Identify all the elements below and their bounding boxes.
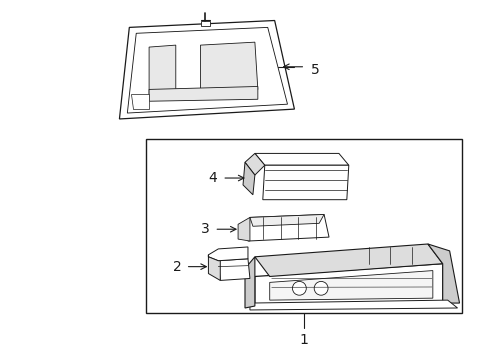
Polygon shape: [131, 94, 149, 109]
Polygon shape: [427, 244, 459, 303]
Polygon shape: [149, 45, 175, 94]
Polygon shape: [244, 153, 264, 175]
Polygon shape: [254, 264, 442, 306]
Polygon shape: [269, 271, 432, 300]
Polygon shape: [218, 259, 249, 280]
Polygon shape: [254, 153, 348, 165]
Polygon shape: [200, 42, 257, 91]
Polygon shape: [247, 215, 328, 241]
Text: 2: 2: [172, 260, 181, 274]
Polygon shape: [249, 300, 457, 310]
Circle shape: [314, 282, 327, 295]
Polygon shape: [127, 27, 287, 113]
Polygon shape: [243, 162, 254, 195]
Text: 1: 1: [299, 333, 308, 346]
Text: 4: 4: [208, 171, 217, 185]
Polygon shape: [208, 255, 220, 280]
Polygon shape: [146, 139, 462, 313]
Polygon shape: [208, 247, 247, 261]
Polygon shape: [244, 257, 254, 308]
Polygon shape: [262, 165, 348, 200]
Text: 3: 3: [200, 222, 209, 236]
Polygon shape: [200, 21, 210, 26]
Polygon shape: [249, 215, 324, 226]
Polygon shape: [149, 86, 257, 101]
Polygon shape: [238, 217, 249, 241]
Circle shape: [292, 282, 305, 295]
Polygon shape: [254, 244, 442, 276]
Polygon shape: [119, 21, 294, 119]
Text: 5: 5: [310, 63, 319, 77]
